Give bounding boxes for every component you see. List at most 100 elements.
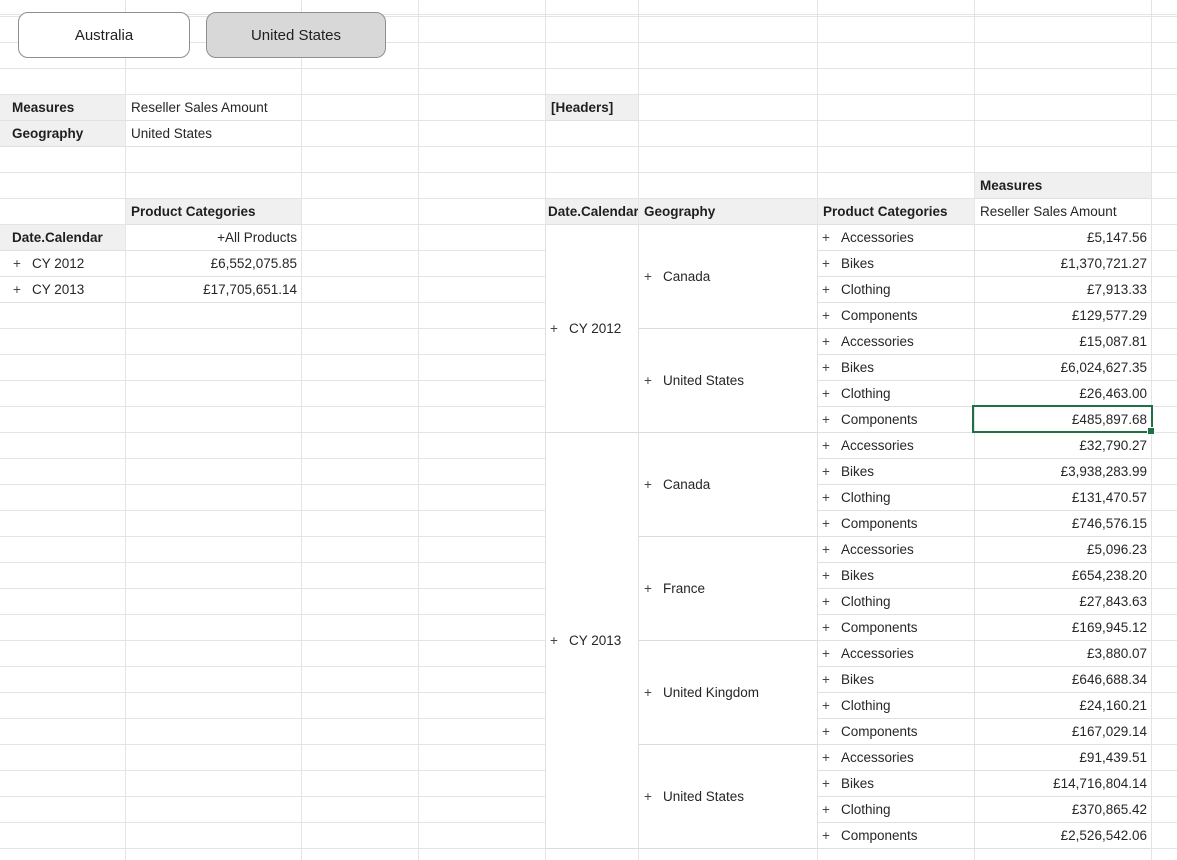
product-cell[interactable]: + Bikes bbox=[817, 667, 974, 693]
year-cell[interactable]: + CY 2012 bbox=[545, 225, 638, 433]
product-cell[interactable]: + Clothing bbox=[817, 797, 974, 823]
product-cell[interactable]: + Bikes bbox=[817, 563, 974, 589]
measures-header[interactable]: Measures bbox=[974, 173, 1151, 199]
expand-icon[interactable]: + bbox=[822, 360, 830, 375]
expand-icon[interactable]: + bbox=[822, 516, 830, 531]
value-cell[interactable]: £32,790.27 bbox=[974, 433, 1151, 459]
expand-icon[interactable]: + bbox=[822, 698, 830, 713]
expand-icon[interactable]: + bbox=[822, 334, 830, 349]
left-pivot-value-cell[interactable]: £17,705,651.14 bbox=[125, 277, 301, 303]
expand-icon[interactable]: + bbox=[822, 802, 830, 817]
value-cell[interactable]: £654,238.20 bbox=[974, 563, 1151, 589]
geography-cell[interactable]: + United Kingdom bbox=[638, 641, 817, 745]
value-cell[interactable]: £5,147.56 bbox=[974, 225, 1151, 251]
expand-icon[interactable]: + bbox=[822, 568, 830, 583]
filter-label-measures[interactable]: Measures bbox=[0, 95, 125, 121]
filter-value-measures[interactable]: Reseller Sales Amount bbox=[125, 95, 301, 121]
value-cell[interactable]: £2,526,542.06 bbox=[974, 823, 1151, 849]
expand-icon[interactable]: + bbox=[822, 282, 830, 297]
product-cell[interactable]: + Accessories bbox=[817, 225, 974, 251]
year-cell[interactable]: + CY 2013 bbox=[545, 433, 638, 849]
product-cell[interactable]: + Components bbox=[817, 823, 974, 849]
product-cell[interactable]: + Components bbox=[817, 719, 974, 745]
geography-cell[interactable]: + United States bbox=[638, 329, 817, 433]
expand-icon[interactable]: + bbox=[822, 776, 830, 791]
expand-icon[interactable]: + bbox=[822, 646, 830, 661]
left-pivot-column-header[interactable]: Product Categories bbox=[125, 199, 301, 225]
value-cell[interactable]: £646,688.34 bbox=[974, 667, 1151, 693]
expand-icon[interactable]: + bbox=[822, 438, 830, 453]
value-cell[interactable]: £15,087.81 bbox=[974, 329, 1151, 355]
column-header-product-categories[interactable]: Product Categories bbox=[817, 199, 974, 225]
column-header-reseller-sales-amount[interactable]: Reseller Sales Amount bbox=[974, 199, 1151, 225]
expand-icon[interactable]: + bbox=[822, 750, 830, 765]
expand-icon[interactable]: + bbox=[822, 308, 830, 323]
expand-icon[interactable]: + bbox=[644, 373, 652, 388]
value-cell[interactable]: £746,576.15 bbox=[974, 511, 1151, 537]
value-cell[interactable]: £1,370,721.27 bbox=[974, 251, 1151, 277]
expand-icon[interactable]: + bbox=[550, 633, 558, 648]
product-cell[interactable]: + Clothing bbox=[817, 381, 974, 407]
expand-icon[interactable]: + bbox=[822, 542, 830, 557]
headers-cell[interactable]: [Headers] bbox=[545, 95, 638, 121]
column-header-geography[interactable]: Geography bbox=[638, 199, 817, 225]
expand-icon[interactable]: + bbox=[644, 789, 652, 804]
expand-icon[interactable]: + bbox=[822, 828, 830, 843]
product-cell[interactable]: + Bikes bbox=[817, 459, 974, 485]
value-cell[interactable]: £24,160.21 bbox=[974, 693, 1151, 719]
expand-icon[interactable]: + bbox=[822, 490, 830, 505]
left-pivot-year-cell[interactable]: + CY 2012 bbox=[0, 251, 125, 277]
filter-label-geography[interactable]: Geography bbox=[0, 121, 125, 147]
value-cell[interactable]: £169,945.12 bbox=[974, 615, 1151, 641]
expand-icon[interactable]: + bbox=[822, 672, 830, 687]
value-cell-selected[interactable]: £485,897.68 bbox=[974, 407, 1151, 433]
geography-cell[interactable]: + Canada bbox=[638, 433, 817, 537]
expand-icon[interactable]: + bbox=[822, 620, 830, 635]
value-cell[interactable]: £91,439.51 bbox=[974, 745, 1151, 771]
geography-cell[interactable]: + France bbox=[638, 537, 817, 641]
product-cell[interactable]: + Clothing bbox=[817, 277, 974, 303]
value-cell[interactable]: £5,096.23 bbox=[974, 537, 1151, 563]
product-cell[interactable]: + Accessories bbox=[817, 745, 974, 771]
left-pivot-row-header[interactable]: Date.Calendar bbox=[0, 225, 125, 251]
expand-icon[interactable]: + bbox=[550, 321, 558, 336]
value-cell[interactable]: £3,938,283.99 bbox=[974, 459, 1151, 485]
expand-icon[interactable]: + bbox=[822, 386, 830, 401]
geography-cell[interactable]: + United States bbox=[638, 745, 817, 849]
product-cell[interactable]: + Clothing bbox=[817, 485, 974, 511]
value-cell[interactable]: £370,865.42 bbox=[974, 797, 1151, 823]
product-cell[interactable]: + Components bbox=[817, 615, 974, 641]
value-cell[interactable]: £14,716,804.14 bbox=[974, 771, 1151, 797]
product-cell[interactable]: + Accessories bbox=[817, 537, 974, 563]
value-cell[interactable]: £7,913.33 bbox=[974, 277, 1151, 303]
value-cell[interactable]: £6,024,627.35 bbox=[974, 355, 1151, 381]
product-cell[interactable]: + Components bbox=[817, 407, 974, 433]
expand-icon[interactable]: + bbox=[822, 464, 830, 479]
value-cell[interactable]: £27,843.63 bbox=[974, 589, 1151, 615]
united-states-button[interactable]: United States bbox=[206, 12, 386, 58]
expand-icon[interactable]: + bbox=[822, 412, 830, 427]
product-cell[interactable]: + Bikes bbox=[817, 251, 974, 277]
left-pivot-value-cell[interactable]: £6,552,075.85 bbox=[125, 251, 301, 277]
expand-icon[interactable]: + bbox=[822, 256, 830, 271]
expand-icon[interactable]: + bbox=[644, 477, 652, 492]
product-cell[interactable]: + Components bbox=[817, 511, 974, 537]
product-cell[interactable]: + Accessories bbox=[817, 329, 974, 355]
expand-icon[interactable]: + bbox=[644, 581, 652, 596]
product-cell[interactable]: + Bikes bbox=[817, 771, 974, 797]
value-cell[interactable]: £131,470.57 bbox=[974, 485, 1151, 511]
column-header-date-calendar[interactable]: Date.Calendar bbox=[545, 199, 638, 225]
expand-icon[interactable]: + bbox=[822, 594, 830, 609]
expand-icon[interactable]: + bbox=[822, 724, 830, 739]
product-cell[interactable]: + Clothing bbox=[817, 589, 974, 615]
value-cell[interactable]: £129,577.29 bbox=[974, 303, 1151, 329]
expand-icon[interactable]: + bbox=[822, 230, 830, 245]
product-cell[interactable]: + Accessories bbox=[817, 433, 974, 459]
value-cell[interactable]: £3,880.07 bbox=[974, 641, 1151, 667]
expand-icon[interactable]: + bbox=[644, 269, 652, 284]
value-cell[interactable]: £167,029.14 bbox=[974, 719, 1151, 745]
left-pivot-year-cell[interactable]: + CY 2013 bbox=[0, 277, 125, 303]
value-cell[interactable]: £26,463.00 bbox=[974, 381, 1151, 407]
expand-icon[interactable]: + bbox=[644, 685, 652, 700]
expand-icon[interactable]: + bbox=[13, 256, 21, 271]
